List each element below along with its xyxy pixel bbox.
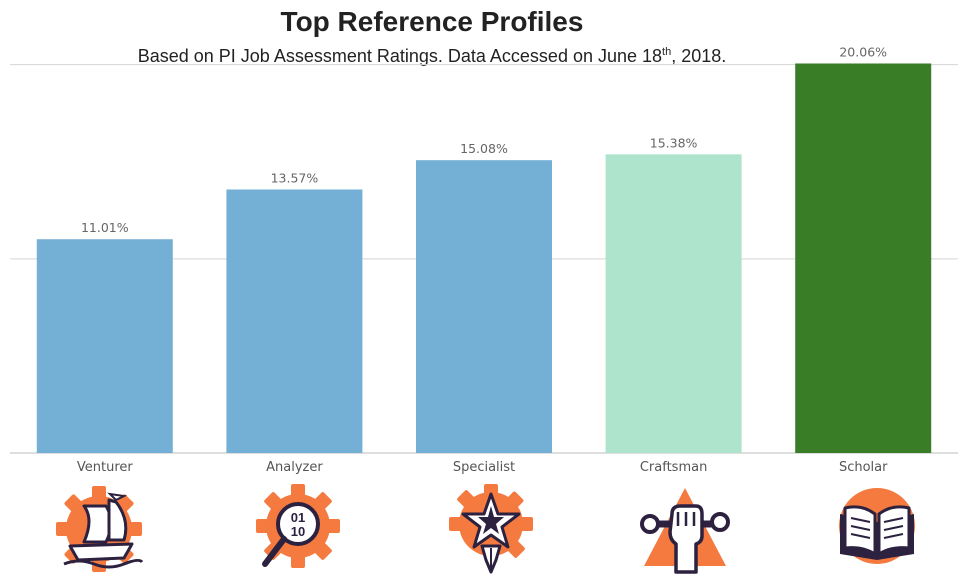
value-label-analyzer: 13.57% bbox=[271, 171, 319, 186]
svg-text:01: 01 bbox=[291, 510, 305, 525]
chart-title: Top Reference Profiles bbox=[280, 6, 584, 37]
bar-specialist bbox=[416, 160, 552, 454]
specialist-star-icon bbox=[449, 484, 533, 574]
bar-scholar bbox=[795, 63, 932, 453]
category-label-venturer: Venturer bbox=[77, 460, 134, 475]
analyzer-binary-magnifier-icon: 01 10 bbox=[256, 484, 340, 568]
value-label-venturer: 11.01% bbox=[81, 220, 129, 235]
category-label-scholar: Scholar bbox=[839, 460, 888, 475]
chart-subtitle: Based on PI Job Assessment Ratings. Data… bbox=[0, 46, 864, 67]
value-label-craftsman: 15.38% bbox=[650, 135, 698, 150]
subtitle-date-suffix: , 2018. bbox=[671, 46, 727, 66]
venturer-ship-icon bbox=[56, 486, 144, 572]
svg-text:10: 10 bbox=[291, 524, 305, 539]
value-label-scholar: 20.06% bbox=[839, 44, 887, 59]
bar-craftsman bbox=[605, 154, 742, 453]
value-label-specialist: 15.08% bbox=[460, 141, 508, 156]
craftsman-wrench-fist-icon bbox=[640, 488, 730, 574]
category-label-analyzer: Analyzer bbox=[266, 460, 323, 475]
bar-venturer bbox=[36, 239, 173, 453]
subtitle-superscript: th bbox=[662, 46, 672, 58]
category-label-specialist: Specialist bbox=[453, 460, 515, 475]
scholar-book-icon bbox=[839, 488, 915, 564]
subtitle-text: Based on PI Job Assessment Ratings. Data… bbox=[137, 46, 663, 66]
bar-analyzer bbox=[226, 189, 363, 453]
category-label-craftsman: Craftsman bbox=[640, 460, 707, 475]
